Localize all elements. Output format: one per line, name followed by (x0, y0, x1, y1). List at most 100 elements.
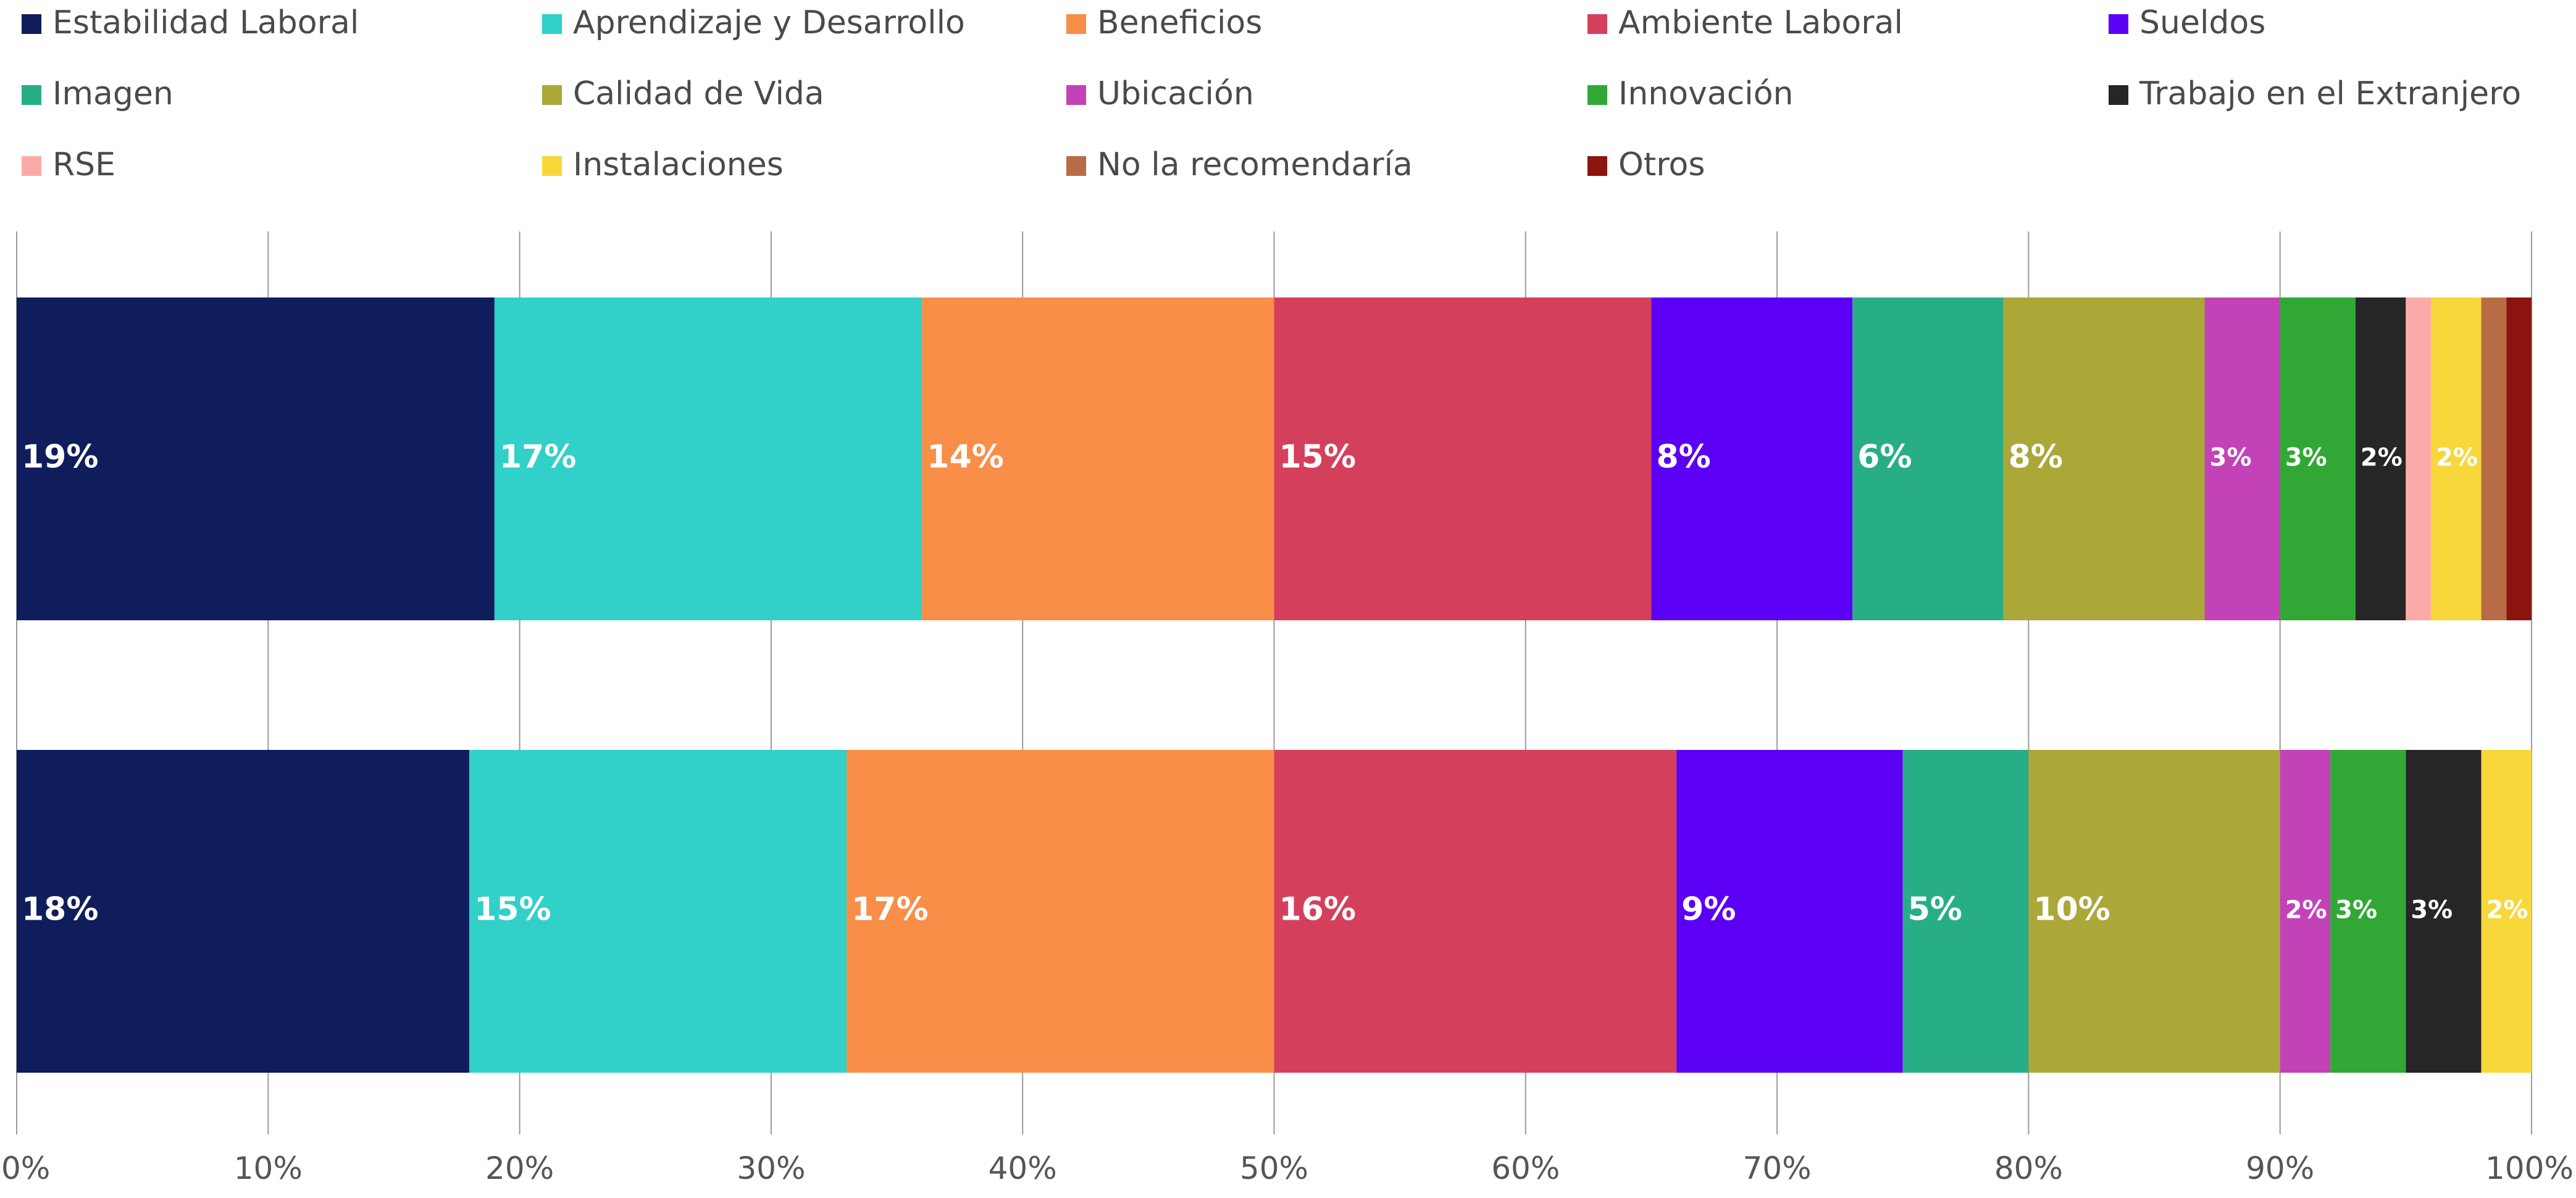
data-label: 10% (2033, 891, 2110, 928)
legend-swatch (1587, 85, 1607, 105)
legend-swatch (2109, 85, 2128, 105)
bar-segment-estabilidad-laboral (17, 750, 470, 1073)
bar-segment-sueldos (1651, 297, 1853, 620)
data-label: 15% (1279, 439, 1356, 476)
legend-item-sueldos: Sueldos (2109, 4, 2265, 41)
bar-segment-instalaciones (2481, 750, 2532, 1073)
x-tick-label: 0% (1, 1150, 50, 1186)
legend-item-innovacion: Innovación (1587, 75, 1794, 112)
legend-label: Estabilidad Laboral (52, 4, 359, 41)
bar-segment-estabilidad-laboral (17, 297, 495, 620)
x-tick-label: 50% (1240, 1150, 1308, 1186)
legend-item-aprendizaje-y-desarrollo: Aprendizaje y Desarrollo (542, 4, 965, 41)
x-tick-label: 70% (1743, 1150, 1812, 1186)
data-label: 9% (1681, 891, 1736, 928)
data-label: 17% (500, 439, 576, 476)
legend-label: Innovación (1618, 75, 1794, 112)
x-tick-label: 100% (2485, 1150, 2574, 1186)
legend-label: RSE (52, 146, 115, 183)
bar-segment-trabajo-en-el-extranjero (2355, 297, 2406, 620)
bar-segment-trabajo-en-el-extranjero (2406, 750, 2482, 1073)
x-tick-label: 60% (1491, 1150, 1560, 1186)
bar-segment-instalaciones (2431, 297, 2482, 620)
x-tick-label: 30% (737, 1150, 805, 1186)
x-tick-label: 80% (1994, 1150, 2063, 1186)
bar-segment-innovacion (2330, 750, 2406, 1073)
data-label: 2% (2285, 896, 2327, 925)
legend-item-imagen: Imagen (22, 75, 174, 112)
bars: 19% 17% 14% 15% 8% 6% 8% 3% 3% 2% 2% 18% 15% 17% 16% 9%… (17, 297, 2532, 1073)
bar-segment-beneficios (922, 297, 1274, 620)
legend-item-otros: Otros (1587, 146, 1705, 183)
legend-item-no-la-recomendaria: No la recomendaría (1066, 146, 1413, 183)
legend-item-estabilidad-laboral: Estabilidad Laboral (22, 4, 359, 41)
bar-segment-sueldos (1676, 750, 1903, 1073)
legend-label: Beneficios (1097, 4, 1262, 41)
data-label: 3% (2285, 444, 2327, 472)
legend-label: Imagen (52, 75, 174, 112)
data-label: 17% (851, 891, 928, 928)
x-tick-label: 10% (234, 1150, 303, 1186)
x-tick-label: 20% (485, 1150, 554, 1186)
legend-swatch (22, 14, 41, 34)
bar-segment-rse (2406, 297, 2432, 620)
legend-label: Trabajo en el Extranjero (2139, 75, 2521, 112)
bar-segment-calidad-de-vida (2028, 750, 2280, 1073)
legend-label: Ubicación (1097, 75, 1254, 112)
bar-segment-beneficios (847, 750, 1274, 1073)
legend-item-trabajo-en-el-extranjero: Trabajo en el Extranjero (2109, 75, 2521, 112)
data-label: 2% (2361, 444, 2402, 472)
legend-swatch (1066, 156, 1086, 176)
legend-swatch (542, 156, 562, 176)
x-tick-label: 40% (989, 1150, 1057, 1186)
legend-item-instalaciones: Instalaciones (542, 146, 784, 183)
x-tick-label: 90% (2246, 1150, 2314, 1186)
data-label: 2% (2486, 896, 2528, 925)
bar-segment-imagen (1902, 750, 2029, 1073)
data-label: 6% (1857, 439, 1912, 476)
bar-segment-otros (2506, 297, 2532, 620)
legend-swatch (1066, 14, 1086, 34)
x-axis-ticks: 0% 10% 20% 30% 40% 50% 60% 70% 80% 90% 100% (1, 1150, 2574, 1186)
legend-swatch (2109, 14, 2128, 34)
legend-swatch (22, 85, 41, 105)
legend-swatch (542, 85, 562, 105)
legend-item-ambiente-laboral: Ambiente Laboral (1587, 4, 1903, 41)
bar-segment-ubicacion (2204, 297, 2280, 620)
legend-label: Ambiente Laboral (1618, 4, 1903, 41)
data-label: 3% (2210, 444, 2252, 472)
legend-swatch (542, 14, 562, 34)
bar-segment-ubicacion (2280, 750, 2331, 1073)
bar-segment-ambiente-laboral (1274, 750, 1677, 1073)
bar-segment-ambiente-laboral (1274, 297, 1652, 620)
data-label: 5% (1908, 891, 1962, 928)
legend-item-calidad-de-vida: Calidad de Vida (542, 75, 824, 112)
legend-swatch (1587, 14, 1607, 34)
legend-label: Calidad de Vida (573, 75, 824, 112)
data-label: 3% (2411, 896, 2453, 925)
data-label: 3% (2335, 896, 2377, 925)
legend-item-ubicacion: Ubicación (1066, 75, 1254, 112)
data-label: 19% (22, 439, 98, 476)
data-label: 18% (22, 891, 98, 928)
bar-segment-aprendizaje-y-desarrollo (469, 750, 847, 1073)
legend-label: No la recomendaría (1097, 146, 1413, 183)
data-label: 16% (1279, 891, 1356, 928)
legend-swatch (1587, 156, 1607, 176)
data-label: 15% (474, 891, 551, 928)
data-label: 2% (2436, 444, 2478, 472)
legend-label: Instalaciones (573, 146, 784, 183)
data-label: 14% (927, 439, 1003, 476)
bar-segment-no-la-recomendaria (2481, 297, 2507, 620)
legend: Estabilidad Laboral Aprendizaje y Desarro… (22, 4, 2521, 183)
data-label: 8% (1656, 439, 1710, 476)
legend-label: Sueldos (2139, 4, 2265, 41)
legend-label: Otros (1618, 146, 1705, 183)
bar-2: 18% 15% 17% 16% 9% 5% 10% 2% 3% 3% 2% (17, 750, 2532, 1073)
bar-1: 19% 17% 14% 15% 8% 6% 8% 3% 3% 2% 2% (17, 297, 2532, 620)
data-label: 8% (2009, 439, 2063, 476)
legend-swatch (1066, 85, 1086, 105)
legend-label: Aprendizaje y Desarrollo (573, 4, 965, 41)
bar-segment-imagen (1852, 297, 2004, 620)
